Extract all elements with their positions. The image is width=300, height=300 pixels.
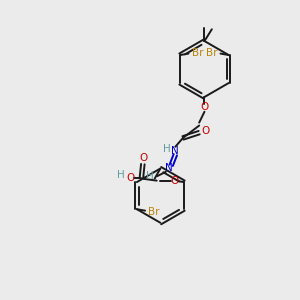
Text: O: O <box>171 176 179 186</box>
Text: H: H <box>117 170 124 180</box>
Text: O: O <box>200 102 208 112</box>
Text: Br: Br <box>148 206 160 217</box>
Text: H: H <box>163 144 170 154</box>
Text: H: H <box>146 171 153 181</box>
Text: N: N <box>165 163 173 173</box>
Text: O: O <box>201 126 209 136</box>
Text: O: O <box>126 173 134 183</box>
Text: Br: Br <box>192 48 203 58</box>
Text: O: O <box>139 153 147 163</box>
Text: N: N <box>171 146 179 156</box>
Text: Br: Br <box>206 48 218 58</box>
